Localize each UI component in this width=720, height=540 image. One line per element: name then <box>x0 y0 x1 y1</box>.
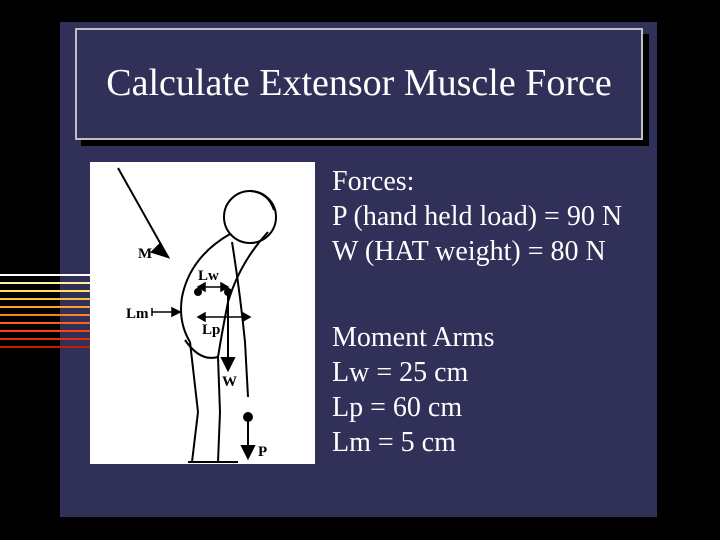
title-box: Calculate Extensor Muscle Force <box>75 28 643 140</box>
moments-block: Moment Arms Lw = 25 cm Lp = 60 cm Lm = 5… <box>332 320 495 460</box>
moment-lw: Lw = 25 cm <box>332 355 495 390</box>
label-w: W <box>222 374 237 390</box>
force-p-line: P (hand held load) = 90 N <box>332 199 622 234</box>
moments-heading: Moment Arms <box>332 320 495 355</box>
decorative-lines <box>0 274 90 354</box>
moment-lp: Lp = 60 cm <box>332 390 495 425</box>
label-p: P <box>258 444 267 460</box>
moment-lm: Lm = 5 cm <box>332 425 495 460</box>
slide-title: Calculate Extensor Muscle Force <box>106 62 611 106</box>
forces-block: Forces: P (hand held load) = 90 N W (HAT… <box>332 164 622 269</box>
label-m: M <box>138 246 152 262</box>
biomechanics-diagram: M Lw Lm Lp W P <box>90 162 315 464</box>
forces-heading: Forces: <box>332 164 622 199</box>
force-w-line: W (HAT weight) = 80 N <box>332 234 622 269</box>
label-lp: Lp <box>202 322 220 338</box>
label-lm: Lm <box>126 306 149 322</box>
label-lw: Lw <box>198 268 219 284</box>
